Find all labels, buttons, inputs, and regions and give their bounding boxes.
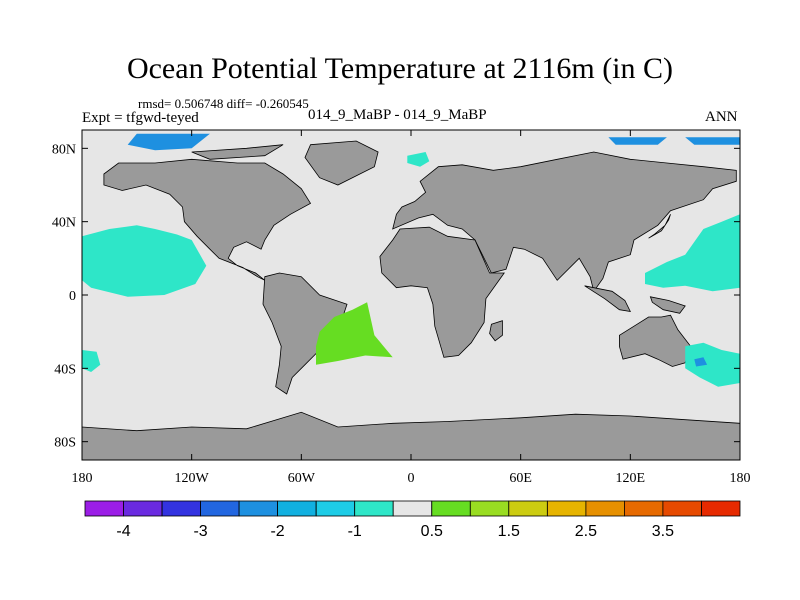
x-tick-label: 60W: [288, 471, 316, 486]
colorbar-swatch: [469, 500, 510, 517]
season-label: ANN: [705, 109, 738, 125]
colorbar-swatch: [701, 500, 741, 517]
colorbar-swatch: [431, 500, 471, 517]
x-tick-labels: 180 120W 60W 0 60E 120E 180: [72, 471, 751, 486]
experiment-label: Expt = tfgwd-teyed: [82, 110, 199, 126]
arctic-blue-patch-east: [608, 137, 667, 145]
arctic-blue-patch-far-east: [685, 137, 740, 145]
colorbar-swatch: [238, 500, 279, 517]
colorbar-swatch: [161, 500, 202, 517]
landmass-madagascar: [489, 320, 503, 342]
landmass-south-america: [262, 272, 348, 395]
x-tick-label: 120E: [616, 471, 646, 486]
colorbar-swatch: [662, 500, 702, 517]
y-tick-label: 80N: [52, 142, 76, 157]
colorbar-swatch: [547, 500, 587, 517]
anomaly-layer: [82, 133, 740, 387]
colorbar-labels: -4 -3 -2 -1 0.5 1.5 2.5 3.5: [116, 523, 674, 540]
page-title: Ocean Potential Temperature at 2116m (in…: [126, 52, 674, 85]
colorbar-label: 2.5: [575, 523, 597, 540]
landmass-arctic-islands: [191, 144, 284, 160]
colorbar-label: -4: [116, 523, 130, 540]
south-pacific-cyan-patch: [82, 350, 101, 372]
land-layer: [81, 140, 741, 461]
colorbar-swatch: [585, 500, 625, 517]
colorbar-swatch: [392, 500, 433, 517]
colorbar-swatch: [508, 500, 548, 517]
colorbar: [84, 500, 741, 517]
south-atlantic-green-patch: [316, 302, 393, 365]
colorbar-label: 1.5: [498, 523, 520, 540]
colorbar-swatch: [354, 500, 394, 517]
landmass-japan: [648, 214, 671, 239]
landmass-greenland: [304, 140, 379, 186]
y-tick-label: 80S: [54, 436, 76, 451]
x-tick-label: 0: [408, 471, 415, 486]
stats-text: rmsd= 0.506748 diff= -0.260545: [138, 96, 309, 111]
west-pacific-cyan-patch: [645, 214, 740, 292]
colorbar-label: -3: [193, 523, 207, 540]
landmass-africa: [379, 226, 505, 358]
landmass-indonesia: [584, 285, 632, 313]
x-tick-label: 180: [730, 471, 751, 486]
colorbar-label: -2: [270, 523, 284, 540]
colorbar-label: -1: [348, 523, 362, 540]
tasman-blue-patch: [694, 357, 708, 367]
x-tick-label: 60E: [509, 471, 532, 486]
axis-ticks: [81, 130, 741, 460]
barents-cyan-patch: [407, 152, 430, 167]
y-tick-label: 0: [69, 289, 76, 304]
north-pacific-cyan-patch: [82, 225, 207, 297]
arctic-blue-patch-west: [127, 133, 210, 151]
tasman-cyan-patch: [685, 342, 740, 387]
x-tick-label: 120W: [175, 471, 210, 486]
colorbar-label: 3.5: [652, 523, 674, 540]
colorbar-swatch: [200, 500, 240, 517]
colorbar-label: 0.5: [421, 523, 443, 540]
y-tick-label: 40S: [54, 362, 76, 377]
comparison-label: 014_9_MaBP - 014_9_MaBP: [308, 107, 487, 123]
y-tick-label: 40N: [52, 216, 76, 231]
colorbar-swatch: [277, 500, 317, 517]
landmass-north-america: [103, 158, 312, 281]
colorbar-swatch: [123, 500, 163, 517]
landmass-eurasia: [392, 151, 737, 293]
colorbar-swatch: [84, 500, 124, 517]
colorbar-swatch: [624, 500, 664, 517]
colorbar-swatch: [315, 500, 356, 517]
y-tick-labels: 80N 40N 0 40S 80S: [52, 142, 76, 450]
landmass-new-guinea: [649, 296, 686, 314]
x-tick-label: 180: [72, 471, 93, 486]
